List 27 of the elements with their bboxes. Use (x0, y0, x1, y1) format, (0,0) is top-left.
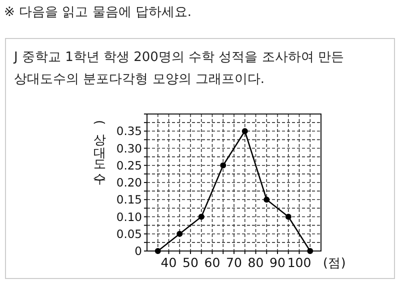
x-tick-label: 100 (287, 255, 312, 270)
y-tick-label: 0.25 (116, 158, 142, 172)
y-axis-title: (상대도수) (92, 120, 108, 185)
point (220, 162, 226, 168)
point (264, 196, 270, 203)
y-tick-label: 0.05 (116, 226, 142, 241)
x-tick-label: 70 (226, 255, 242, 270)
x-tick-label: 50 (182, 255, 198, 270)
chart-title: ※ 다음을 읽고 물음에 답하세요. (4, 5, 192, 20)
point (154, 248, 161, 254)
chart-subtitle: J 중학교 1학년 학생 200명의 수학 성적을 조사하여 만든 상대도수의 분포다각형 모양의 그래프이다. (13, 50, 344, 87)
point (176, 230, 183, 237)
point (198, 214, 204, 220)
y-tick-label: 0.20 (116, 176, 142, 190)
point (242, 128, 248, 134)
x-tick-label: 60 (204, 255, 220, 270)
x-tick-label: 90 (270, 255, 286, 270)
y-tick-label: 0.30 (116, 141, 142, 156)
point (307, 248, 314, 254)
x-tick-label: 80 (248, 255, 264, 270)
y-tick-label: 0 (134, 244, 142, 258)
x-axis-title: (점) (323, 255, 346, 270)
x-tick-label: 40 (160, 255, 177, 270)
point (285, 214, 292, 220)
y-tick-label: 0.10 (116, 210, 142, 224)
y-tick-label: 0.35 (116, 124, 142, 138)
y-tick-label: 0.15 (116, 192, 142, 207)
